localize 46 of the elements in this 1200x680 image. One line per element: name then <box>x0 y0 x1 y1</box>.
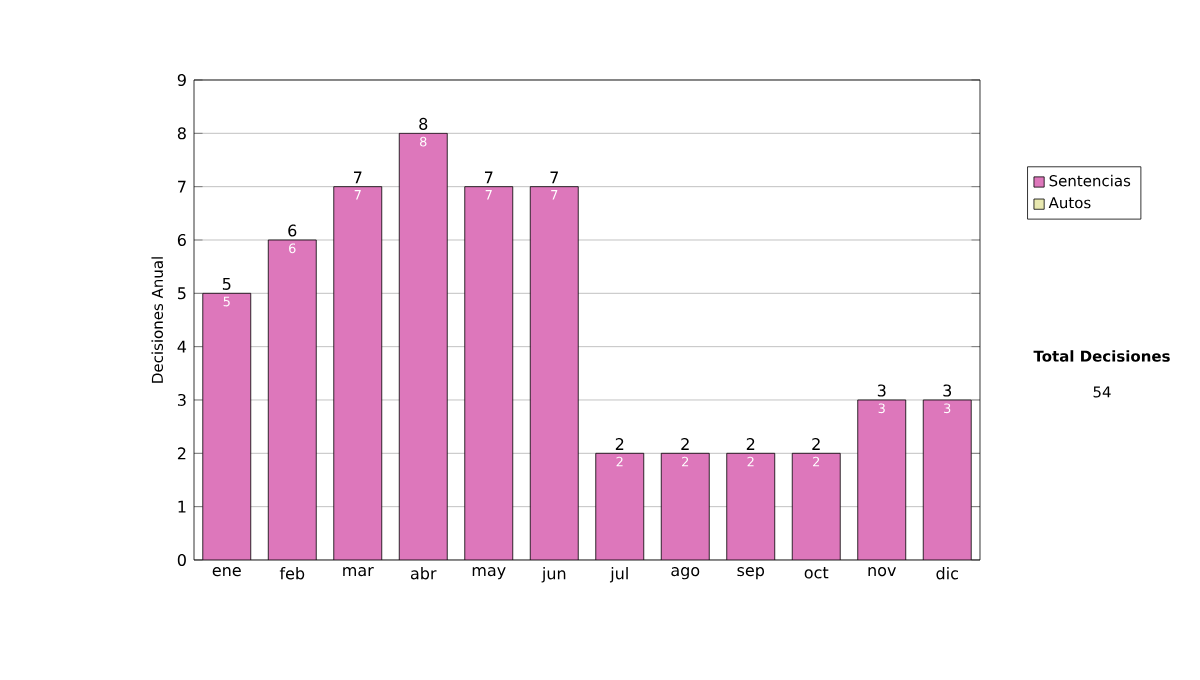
bar <box>202 293 251 560</box>
total-label: 7 <box>484 171 493 184</box>
y-tick-label: 7 <box>178 180 186 193</box>
total-label: 8 <box>419 117 428 130</box>
y-tick-label: 5 <box>178 287 186 300</box>
bar <box>726 453 775 560</box>
x-tick-label: jul <box>609 567 628 583</box>
total-label: 5 <box>222 278 231 290</box>
y-tick-label: 0 <box>177 553 186 567</box>
y-tick-label: 8 <box>177 127 186 140</box>
x-tick-label: ago <box>671 567 700 580</box>
y-tick-label: 9 <box>177 73 186 87</box>
total-label: 6 <box>288 224 297 237</box>
x-tick-label: ene <box>212 567 241 577</box>
x-tick-label: dic <box>936 567 958 580</box>
y-tick-label: 1 <box>178 500 186 513</box>
total-label: 7 <box>550 171 558 184</box>
y-tick-label: 3 <box>178 393 186 407</box>
x-tick-label: sep <box>737 567 765 580</box>
bar <box>857 399 906 560</box>
x-tick-label: mar <box>343 567 374 577</box>
bar <box>530 186 579 560</box>
bar <box>595 453 644 560</box>
total-label: 3 <box>877 384 886 397</box>
bar <box>268 239 317 560</box>
total-label: 2 <box>681 438 689 450</box>
x-tick-label: nov <box>868 567 896 577</box>
x-tick-label: may <box>472 567 506 580</box>
y-tick-label: 6 <box>177 233 186 247</box>
total-label: 2 <box>746 438 755 450</box>
bar <box>792 453 841 560</box>
total-label: 3 <box>943 384 952 397</box>
bar <box>922 399 972 560</box>
bar <box>333 186 382 560</box>
bar <box>661 453 710 560</box>
x-tick-label: oct <box>804 567 829 579</box>
x-tick-label: abr <box>410 567 437 580</box>
total-label: 2 <box>615 438 624 450</box>
y-tick-label: 4 <box>177 340 187 353</box>
x-tick-label: feb <box>279 567 305 580</box>
bar <box>464 186 513 560</box>
x-tick-label: jun <box>541 567 566 583</box>
total-label: 7 <box>353 171 362 184</box>
y-tick-label: 2 <box>177 447 186 460</box>
total-label: 2 <box>812 438 820 450</box>
bar <box>399 133 448 560</box>
